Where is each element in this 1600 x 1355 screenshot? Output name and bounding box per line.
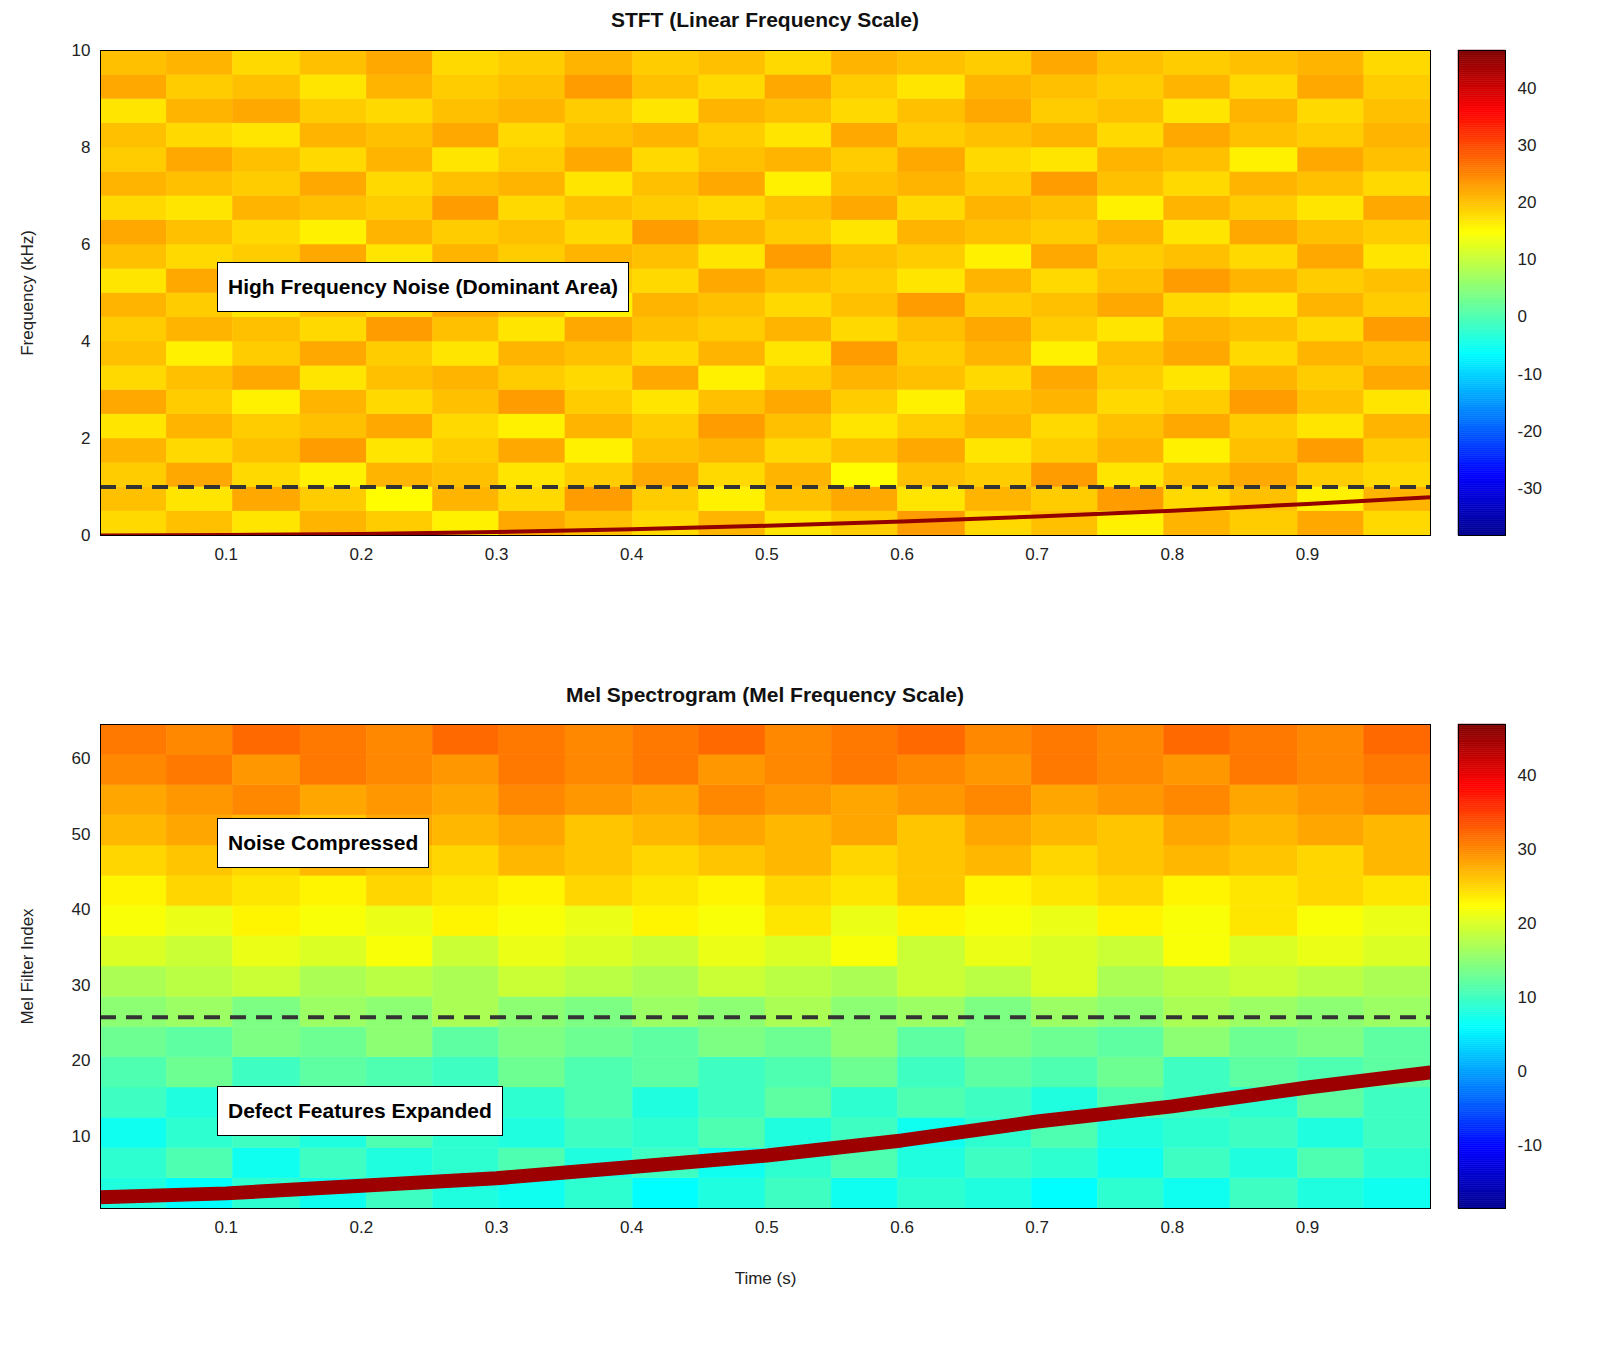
svg-text:0.7: 0.7 xyxy=(1025,1218,1049,1237)
svg-text:0.2: 0.2 xyxy=(350,1218,374,1237)
svg-text:8: 8 xyxy=(81,138,90,157)
svg-text:0: 0 xyxy=(1518,307,1527,326)
svg-text:0.9: 0.9 xyxy=(1296,1218,1320,1237)
svg-text:40: 40 xyxy=(1518,79,1537,98)
svg-text:-20: -20 xyxy=(1518,422,1543,441)
svg-text:30: 30 xyxy=(72,976,91,995)
html-text:High Frequency Noise (Dominant: High Frequency Noise (Dominant Area) xyxy=(228,275,619,298)
svg-text:-30: -30 xyxy=(1518,479,1543,498)
svg-text:0.5: 0.5 xyxy=(755,545,779,564)
svg-text:0.6: 0.6 xyxy=(890,545,914,564)
html-text:Mel Spectrogram (Mel Frequency: Mel Spectrogram (Mel Frequency Scale) xyxy=(566,683,964,706)
svg-text:30: 30 xyxy=(1518,840,1537,859)
html-text:Noise Compressed: Noise Compressed xyxy=(228,831,419,854)
svg-text:0.6: 0.6 xyxy=(890,1218,914,1237)
svg-text:0.5: 0.5 xyxy=(755,1218,779,1237)
svg-text:-10: -10 xyxy=(1518,1136,1543,1155)
svg-text:0.8: 0.8 xyxy=(1161,545,1185,564)
svg-text:0.4: 0.4 xyxy=(620,1218,644,1237)
svg-text:0.1: 0.1 xyxy=(214,545,238,564)
svg-text:60: 60 xyxy=(72,749,91,768)
svg-text:20: 20 xyxy=(1518,193,1537,212)
svg-text:0: 0 xyxy=(81,526,90,545)
svg-text:40: 40 xyxy=(1518,766,1537,785)
html-text:STFT (Linear Frequency Scale): STFT (Linear Frequency Scale) xyxy=(611,8,919,31)
svg-text:0.8: 0.8 xyxy=(1161,1218,1185,1237)
svg-text:4: 4 xyxy=(81,332,90,351)
svg-text:6: 6 xyxy=(81,235,90,254)
svg-text:0: 0 xyxy=(1518,1062,1527,1081)
svg-text:10: 10 xyxy=(1518,250,1537,269)
svg-text:2: 2 xyxy=(81,429,90,448)
svg-text:0.4: 0.4 xyxy=(620,545,644,564)
svg-text:10: 10 xyxy=(72,1127,91,1146)
svg-text:40: 40 xyxy=(72,900,91,919)
svg-text:0.1: 0.1 xyxy=(214,1218,238,1237)
svg-text:0.3: 0.3 xyxy=(485,1218,509,1237)
html-text:Defect Features Expanded: Defect Features Expanded xyxy=(228,1099,492,1122)
svg-text:Frequency (kHz): Frequency (kHz) xyxy=(18,230,37,356)
svg-text:Time (s): Time (s) xyxy=(735,1269,797,1288)
svg-text:30: 30 xyxy=(1518,136,1537,155)
svg-text:20: 20 xyxy=(72,1051,91,1070)
svg-text:-10: -10 xyxy=(1518,365,1543,384)
svg-text:0.7: 0.7 xyxy=(1025,545,1049,564)
svg-text:0.3: 0.3 xyxy=(485,545,509,564)
svg-text:0.2: 0.2 xyxy=(350,545,374,564)
svg-text:Mel Filter Index: Mel Filter Index xyxy=(18,908,37,1025)
svg-text:10: 10 xyxy=(1518,988,1537,1007)
svg-text:10: 10 xyxy=(72,41,91,60)
svg-text:50: 50 xyxy=(72,825,91,844)
svg-text:0.9: 0.9 xyxy=(1296,545,1320,564)
svg-text:20: 20 xyxy=(1518,914,1537,933)
